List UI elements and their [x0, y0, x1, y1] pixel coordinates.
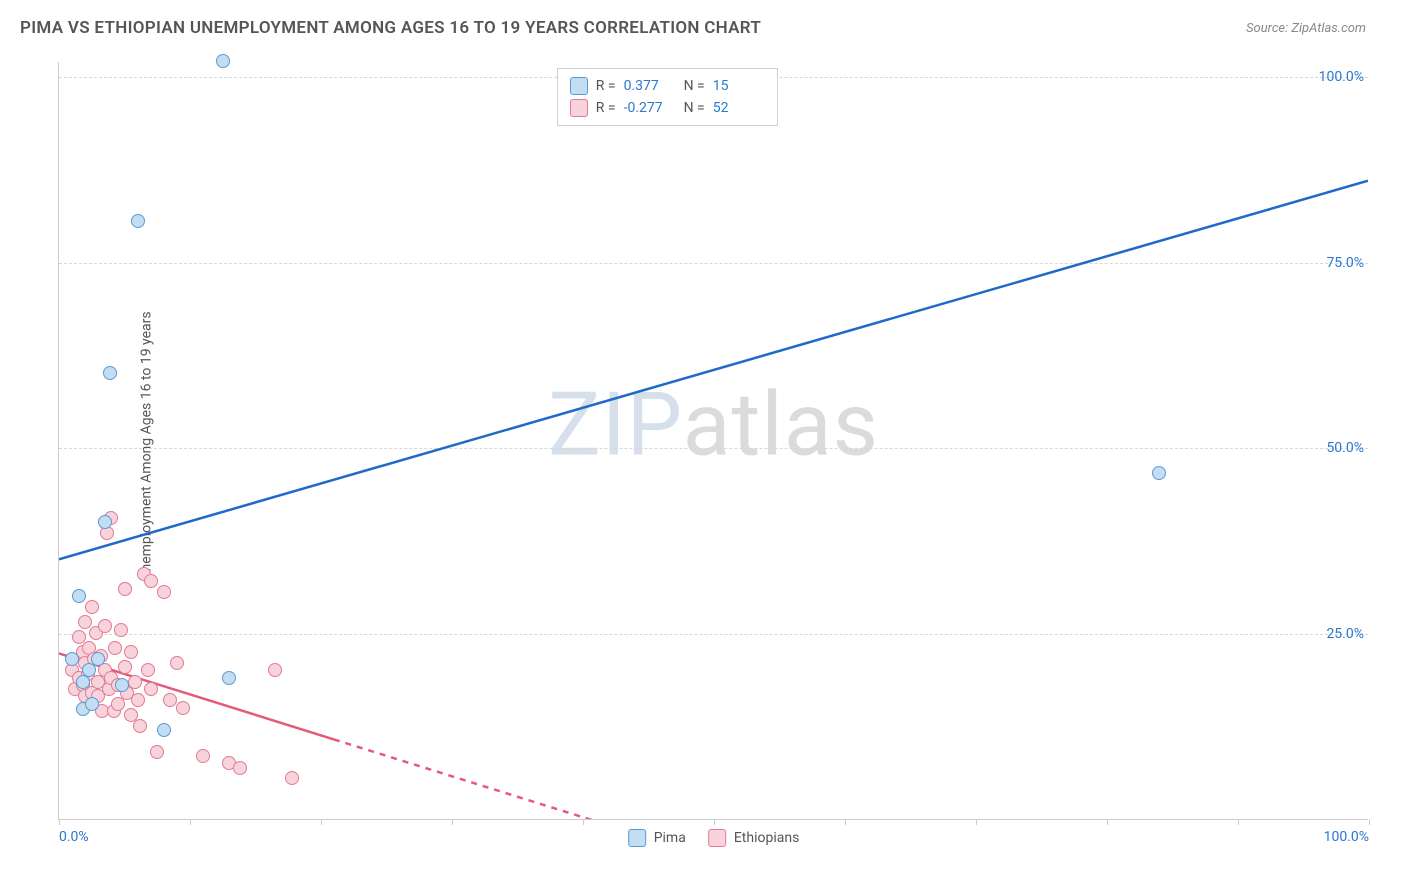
data-point	[91, 652, 105, 666]
stats-row-ethiopians: R = -0.277 N = 52	[570, 97, 765, 119]
data-point	[114, 623, 128, 637]
data-point	[118, 582, 132, 596]
y-tick-label: 75.0%	[1326, 255, 1370, 271]
data-point	[268, 663, 282, 677]
data-point	[115, 678, 129, 692]
y-tick-label: 100.0%	[1319, 69, 1370, 85]
chart-title: PIMA VS ETHIOPIAN UNEMPLOYMENT AMONG AGE…	[20, 18, 761, 38]
r-label: R =	[596, 100, 616, 116]
bottom-legend: Pima Ethiopians	[628, 829, 800, 847]
n-value-pima: 15	[713, 78, 765, 94]
data-point	[176, 701, 190, 715]
legend-label-ethiopians: Ethiopians	[734, 830, 799, 846]
legend-swatch-pima	[628, 829, 646, 847]
watermark: ZIPatlas	[548, 374, 879, 477]
data-point	[118, 660, 132, 674]
data-point	[98, 619, 112, 633]
data-point	[157, 585, 171, 599]
x-tick-label: 0.0%	[59, 829, 89, 845]
r-value-ethiopians: -0.277	[624, 100, 676, 116]
data-point	[103, 366, 117, 380]
data-point	[1152, 466, 1166, 480]
data-point	[131, 214, 145, 228]
legend-item-pima: Pima	[628, 829, 686, 847]
r-label: R =	[596, 78, 616, 94]
data-point	[216, 54, 230, 68]
n-label: N =	[684, 78, 705, 94]
source-label: Source: ZipAtlas.com	[1246, 21, 1366, 36]
legend-label-pima: Pima	[654, 830, 686, 846]
data-point	[111, 697, 125, 711]
trend-lines	[59, 62, 1368, 819]
data-point	[233, 761, 247, 775]
data-point	[98, 515, 112, 529]
data-point	[82, 663, 96, 677]
data-point	[141, 663, 155, 677]
data-point	[144, 682, 158, 696]
legend-swatch-pima	[570, 77, 588, 95]
data-point	[170, 656, 184, 670]
data-point	[72, 589, 86, 603]
data-point	[144, 574, 158, 588]
data-point	[65, 652, 79, 666]
n-value-ethiopians: 52	[713, 100, 765, 116]
data-point	[222, 671, 236, 685]
x-tick-label: 100.0%	[1324, 829, 1369, 845]
n-label: N =	[684, 100, 705, 116]
data-point	[85, 697, 99, 711]
data-point	[128, 675, 142, 689]
data-point	[108, 641, 122, 655]
data-point	[85, 600, 99, 614]
legend-swatch-ethiopians	[570, 99, 588, 117]
stats-legend: R = 0.377 N = 15 R = -0.277 N = 52	[557, 68, 778, 126]
chart-plot-area: ZIPatlas 25.0%50.0%75.0%100.0% 0.0%100.0…	[58, 62, 1368, 820]
data-point	[285, 771, 299, 785]
legend-item-ethiopians: Ethiopians	[708, 829, 799, 847]
stats-row-pima: R = 0.377 N = 15	[570, 75, 765, 97]
data-point	[124, 645, 138, 659]
data-point	[196, 749, 210, 763]
data-point	[150, 745, 164, 759]
y-tick-label: 25.0%	[1326, 626, 1370, 642]
legend-swatch-ethiopians	[708, 829, 726, 847]
data-point	[131, 693, 145, 707]
data-point	[163, 693, 177, 707]
data-point	[133, 719, 147, 733]
data-point	[157, 723, 171, 737]
r-value-pima: 0.377	[624, 78, 676, 94]
y-tick-label: 50.0%	[1326, 440, 1370, 456]
